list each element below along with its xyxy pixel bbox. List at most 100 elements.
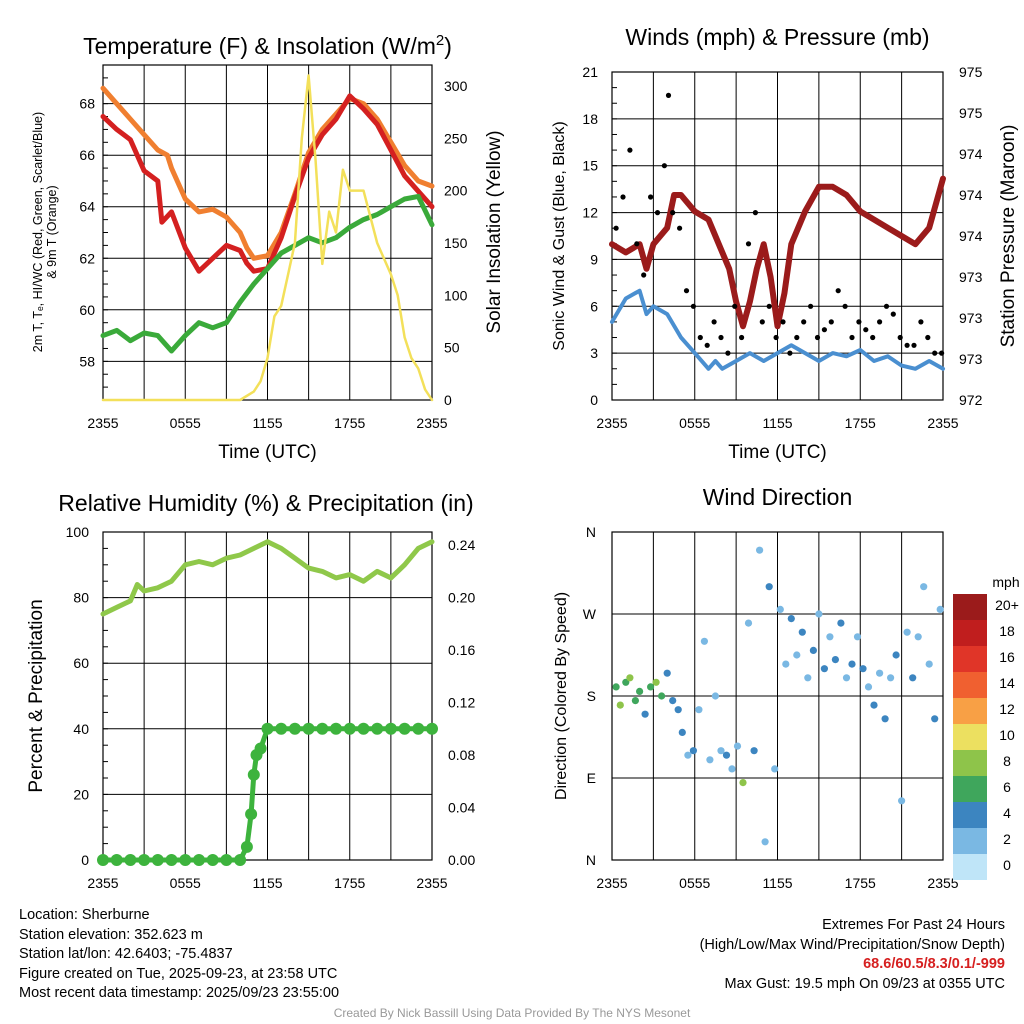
- direction-point: [722, 751, 731, 759]
- humidity-ytick-label: 0: [81, 852, 89, 868]
- direction-point: [815, 610, 823, 618]
- direction-point: [787, 615, 795, 623]
- direction-point: [909, 674, 917, 682]
- station-location: Location: Sherburne: [19, 907, 150, 923]
- colorbar-swatch: [953, 776, 987, 802]
- direction-point: [870, 701, 878, 709]
- temperature-title-main: Temperature (F) & Insolation (W/m: [83, 33, 436, 59]
- humidity-ytick-label: 100: [66, 524, 90, 540]
- winds-gust-point: [677, 225, 683, 231]
- winds-gust-point: [787, 350, 793, 356]
- winds-y2tick-label: 973: [959, 269, 983, 285]
- humidity-precip-point: [357, 722, 370, 735]
- winds-xlabel: Time (UTC): [728, 442, 827, 463]
- direction-point: [765, 583, 773, 591]
- direction-point: [663, 669, 671, 677]
- direction-xtick-label: 1755: [845, 875, 876, 891]
- winds-gust-point: [814, 334, 821, 341]
- direction-point: [925, 660, 933, 668]
- temperature-series-2m-t: [100, 93, 435, 274]
- direction-point: [793, 651, 801, 659]
- winds-ytick-label: 18: [582, 111, 598, 127]
- direction-point: [744, 619, 753, 627]
- direction-point: [616, 701, 624, 709]
- winds-gust-point: [670, 210, 676, 216]
- winds-gust-point: [697, 334, 703, 341]
- humidity-precip-point: [371, 722, 384, 735]
- humidity-precip-point: [330, 722, 342, 735]
- direction-ytick-label: S: [587, 688, 596, 704]
- colorbar-label: 16: [999, 649, 1015, 665]
- colorbar-swatch: [953, 620, 987, 646]
- direction-point: [689, 747, 698, 755]
- colorbar-label: 4: [1003, 805, 1011, 821]
- direction-point: [706, 756, 714, 764]
- colorbar-swatch: [953, 594, 987, 620]
- colorbar-label: 2: [1003, 831, 1011, 847]
- temperature-y2tick-label: 150: [444, 235, 468, 251]
- direction-point: [876, 669, 884, 677]
- direction-ytick-label: W: [583, 606, 597, 622]
- direction-point: [853, 633, 862, 641]
- direction-title: Wind Direction: [703, 484, 853, 510]
- winds-gust-point: [863, 327, 869, 333]
- direction-point: [711, 692, 720, 700]
- humidity-precip-point: [384, 722, 397, 735]
- humidity-precip-point: [412, 722, 425, 735]
- winds-gust-point: [904, 342, 910, 348]
- direction-xtick-label: 2355: [927, 875, 958, 891]
- direction-point: [684, 751, 692, 759]
- humidity-precip-point: [234, 854, 247, 866]
- winds-gust-point: [925, 334, 931, 341]
- colorbar-label: 18: [999, 623, 1015, 639]
- humidity-xtick-label: 1755: [334, 875, 365, 891]
- direction-point: [761, 838, 769, 846]
- temperature-title-sup: 2: [436, 32, 444, 49]
- humidity-precip-point: [240, 840, 253, 853]
- direction-point: [898, 797, 906, 805]
- humidity-precip-point: [165, 854, 178, 866]
- humidity-y2tick-label: 0.04: [448, 800, 475, 816]
- winds-gust-point: [745, 241, 752, 247]
- winds-ytick-label: 21: [582, 64, 598, 80]
- direction-xtick-label: 1155: [762, 875, 792, 891]
- temperature-xtick-label: 2355: [87, 415, 118, 431]
- winds-gust-point: [627, 147, 633, 153]
- direction-point: [626, 674, 634, 682]
- direction-ytick-label: N: [586, 524, 596, 540]
- station-info: Location: Sherburne Station elevation: 3…: [19, 906, 339, 1004]
- direction-point: [631, 697, 640, 705]
- humidity-precip-point: [426, 722, 438, 735]
- temperature-ylabel: 2m T, Tₑ, HI/WC (Red, Green, Scarlet/Blu…: [31, 112, 45, 352]
- direction-point: [859, 665, 867, 673]
- winds-series-sonic-wind: [610, 288, 945, 371]
- humidity-y2tick-label: 0.20: [448, 590, 475, 606]
- winds-gust-point: [759, 319, 765, 325]
- colorbar-swatch: [953, 802, 987, 828]
- colorbar-label: 0: [1003, 857, 1011, 873]
- temperature-y2tick-label: 300: [444, 78, 468, 94]
- direction-point: [647, 683, 655, 691]
- direction-point: [636, 687, 644, 696]
- winds-gust-point: [911, 342, 917, 348]
- winds-ytick-label: 0: [590, 392, 598, 408]
- winds-ytick-label: 3: [590, 345, 598, 361]
- humidity-precip-point: [254, 742, 267, 755]
- winds-y2tick-label: 973: [959, 310, 983, 326]
- winds-gust-point: [801, 319, 807, 325]
- humidity-precip-point: [302, 722, 315, 735]
- temperature-ylabel: & 9m T (Orange): [45, 185, 59, 278]
- winds-y2tick-label: 972: [959, 392, 983, 408]
- humidity-precip-point: [193, 854, 205, 866]
- direction-xtick-label: 2355: [596, 875, 627, 891]
- winds-gust-point: [808, 303, 814, 309]
- direction-ytick-label: N: [586, 852, 596, 868]
- temperature-frame: [102, 64, 433, 401]
- extremes-values: 68.6/60.5/8.3/0.1/-999: [863, 956, 1005, 972]
- winds-gust-point: [665, 92, 672, 98]
- direction-point: [848, 660, 856, 668]
- humidity-frame: [102, 531, 433, 861]
- winds-xtick-label: 0555: [679, 415, 710, 431]
- temperature-ytick-label: 60: [79, 302, 95, 318]
